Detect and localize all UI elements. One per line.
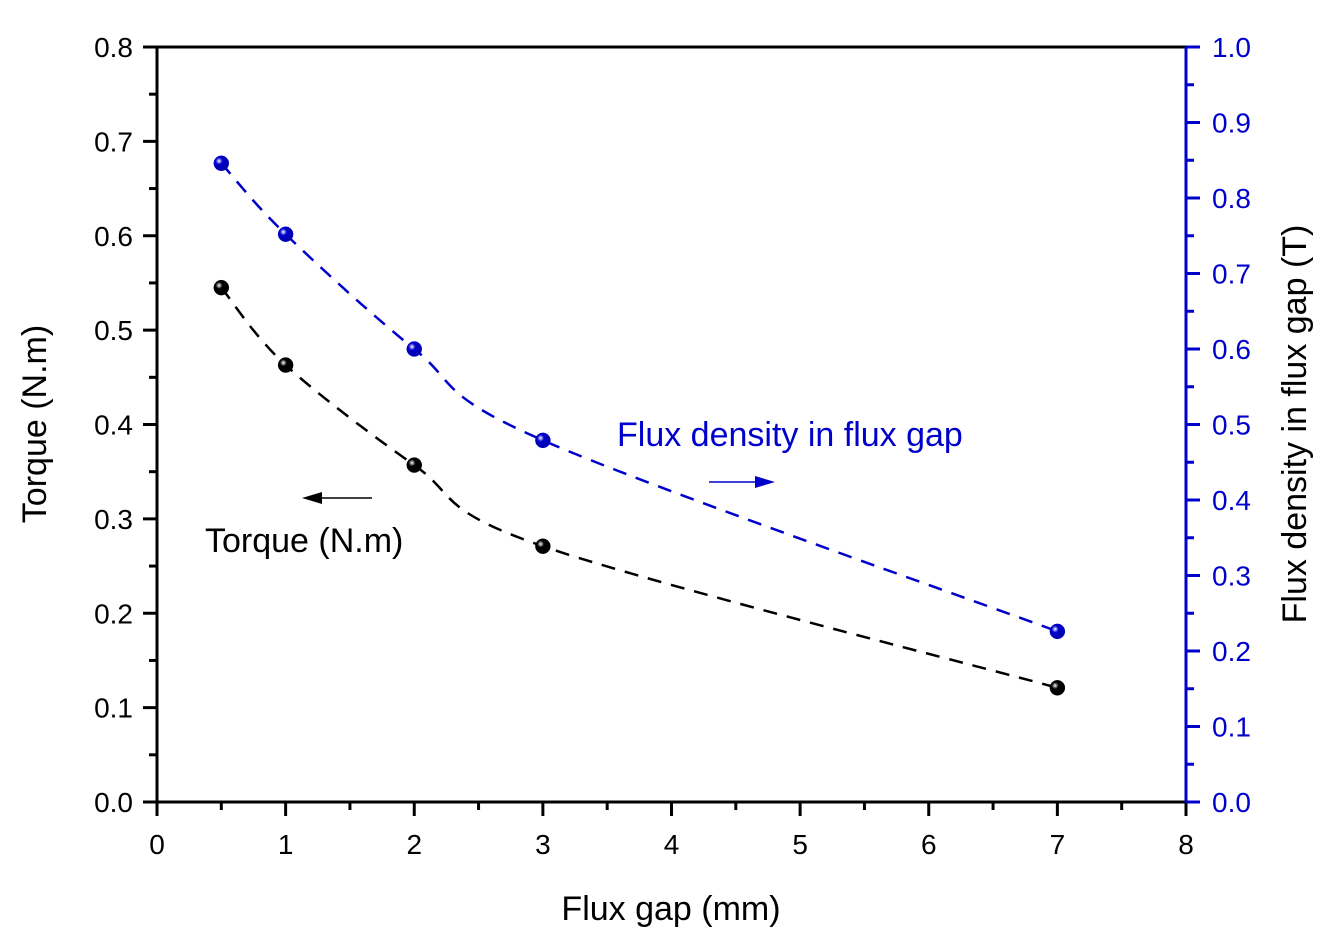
data-point-marker bbox=[406, 457, 422, 473]
data-point-marker bbox=[213, 155, 230, 172]
y-right-tick-label: 0.6 bbox=[1212, 334, 1251, 365]
y-right-tick-label: 0.2 bbox=[1212, 636, 1251, 667]
y-left-tick-label: 0.2 bbox=[94, 598, 133, 629]
data-point-marker bbox=[213, 279, 230, 296]
x-tick-label: 5 bbox=[792, 829, 808, 860]
series-line-0 bbox=[220, 286, 1058, 690]
y-axis-left-title: Torque (N.m) bbox=[16, 325, 54, 523]
x-tick-label: 2 bbox=[406, 829, 422, 860]
left-arrow-icon bbox=[302, 492, 372, 504]
data-point-marker bbox=[277, 357, 294, 373]
y-right-tick-label: 0.8 bbox=[1212, 183, 1251, 214]
y-right-tick-label: 0.9 bbox=[1212, 108, 1251, 139]
x-tick-label: 3 bbox=[535, 829, 551, 860]
y-axis-right-title: Flux density in flux gap (T) bbox=[1276, 225, 1314, 624]
y-left-tick-label: 0.1 bbox=[94, 693, 133, 724]
x-tick-label: 4 bbox=[664, 829, 680, 860]
y-left-tick-label: 0.6 bbox=[94, 221, 133, 252]
y-right-tick-label: 0.0 bbox=[1212, 787, 1251, 818]
x-tick-label: 6 bbox=[921, 829, 937, 860]
y-right-tick-label: 0.4 bbox=[1212, 485, 1251, 516]
x-tick-label: 8 bbox=[1178, 829, 1194, 860]
y-axis-left: 0.0 0.1 0.2 0.3 0.4 0.5 0.6 0.7 0.8 bbox=[94, 32, 157, 818]
y-axis-right: 0.0 0.1 0.2 0.3 0.4 0.5 0.6 0.7 0.8 0.9 1.0 bbox=[1186, 32, 1251, 818]
data-point-marker bbox=[1049, 680, 1066, 696]
y-right-tick-label: 0.3 bbox=[1212, 561, 1251, 592]
data-point-marker bbox=[406, 341, 422, 357]
x-tick-label: 7 bbox=[1050, 829, 1066, 860]
x-tick-label: 1 bbox=[278, 829, 294, 860]
x-axis-title: Flux gap (mm) bbox=[561, 890, 780, 928]
y-left-tick-label: 0.7 bbox=[94, 126, 133, 157]
y-left-tick-label: 0.8 bbox=[94, 32, 133, 63]
data-point-marker bbox=[277, 226, 294, 242]
x-axis: 0 1 2 3 4 5 6 7 8 bbox=[149, 802, 1194, 860]
data-point-marker bbox=[1049, 623, 1066, 640]
y-right-tick-label: 0.1 bbox=[1212, 712, 1251, 743]
y-left-tick-label: 0.4 bbox=[94, 410, 133, 441]
data-point-marker bbox=[535, 538, 551, 554]
y-right-tick-label: 0.5 bbox=[1212, 410, 1251, 441]
series-layer bbox=[213, 155, 1066, 696]
data-point-marker bbox=[535, 432, 551, 449]
torque-annotation: Torque (N.m) bbox=[205, 522, 403, 560]
y-left-tick-label: 0.0 bbox=[94, 787, 133, 818]
flux-annotation: Flux density in flux gap bbox=[617, 416, 963, 454]
right-arrow-icon bbox=[709, 476, 775, 488]
series-line-1 bbox=[220, 162, 1058, 633]
x-tick-label: 0 bbox=[149, 829, 165, 860]
y-left-tick-label: 0.5 bbox=[94, 315, 133, 346]
y-right-tick-label: 1.0 bbox=[1212, 32, 1251, 63]
y-left-tick-label: 0.3 bbox=[94, 504, 133, 535]
y-right-tick-label: 0.7 bbox=[1212, 259, 1251, 290]
